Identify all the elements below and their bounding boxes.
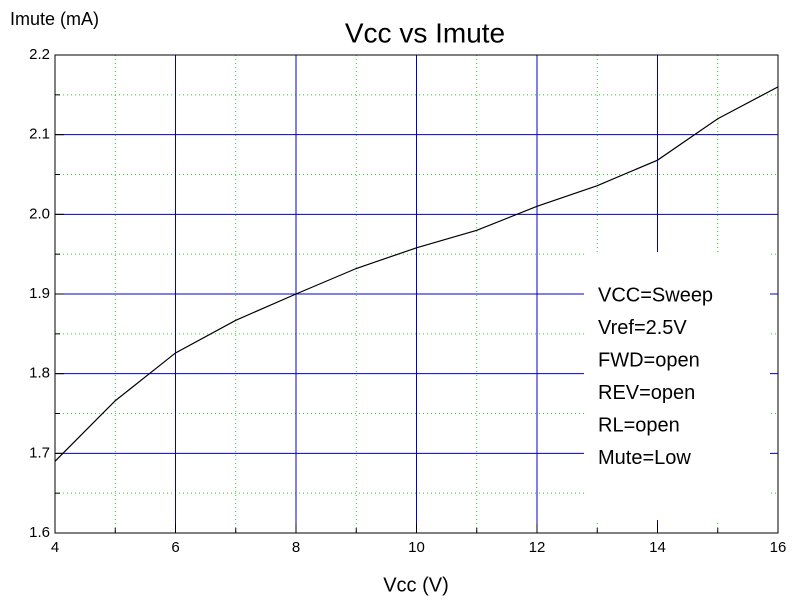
x-tick-label: 12 <box>529 539 546 556</box>
annotation: REV=open <box>598 382 695 404</box>
y-tick-label: 1.7 <box>29 444 50 461</box>
y-tick-label: 2.0 <box>29 205 50 222</box>
x-tick-label: 4 <box>51 539 59 556</box>
y-tick-label: 1.6 <box>29 524 50 541</box>
x-tick-label: 8 <box>292 539 300 556</box>
y-axis-label: Imute (mA) <box>10 9 99 29</box>
chart-title: Vcc vs Imute <box>345 17 505 48</box>
y-tick-label: 2.2 <box>29 46 50 63</box>
x-tick-label: 10 <box>408 539 425 556</box>
annotation: VCC=Sweep <box>598 284 713 306</box>
x-tick-label: 14 <box>649 539 666 556</box>
annotation: Vref=2.5V <box>598 317 687 339</box>
foreground: 4 6 8 10 12 14 16 1.6 1.7 1.8 1.9 2.0 2.1 2.2 VCC=Swee… <box>29 46 786 556</box>
y-tick-label: 1.9 <box>29 285 50 302</box>
annotation: FWD=open <box>598 349 700 371</box>
line-series <box>54 86 779 462</box>
legend-box <box>584 252 770 520</box>
annotation: Mute=Low <box>598 447 691 469</box>
x-axis-label: Vcc (V) <box>383 574 449 596</box>
annotation: RL=open <box>598 414 680 436</box>
x-tick-label: 16 <box>770 539 787 556</box>
x-tick-label: 6 <box>171 539 179 556</box>
y-tick-label: 2.1 <box>29 126 50 143</box>
y-tick-label: 1.8 <box>29 365 50 382</box>
plot-frame <box>54 54 779 534</box>
